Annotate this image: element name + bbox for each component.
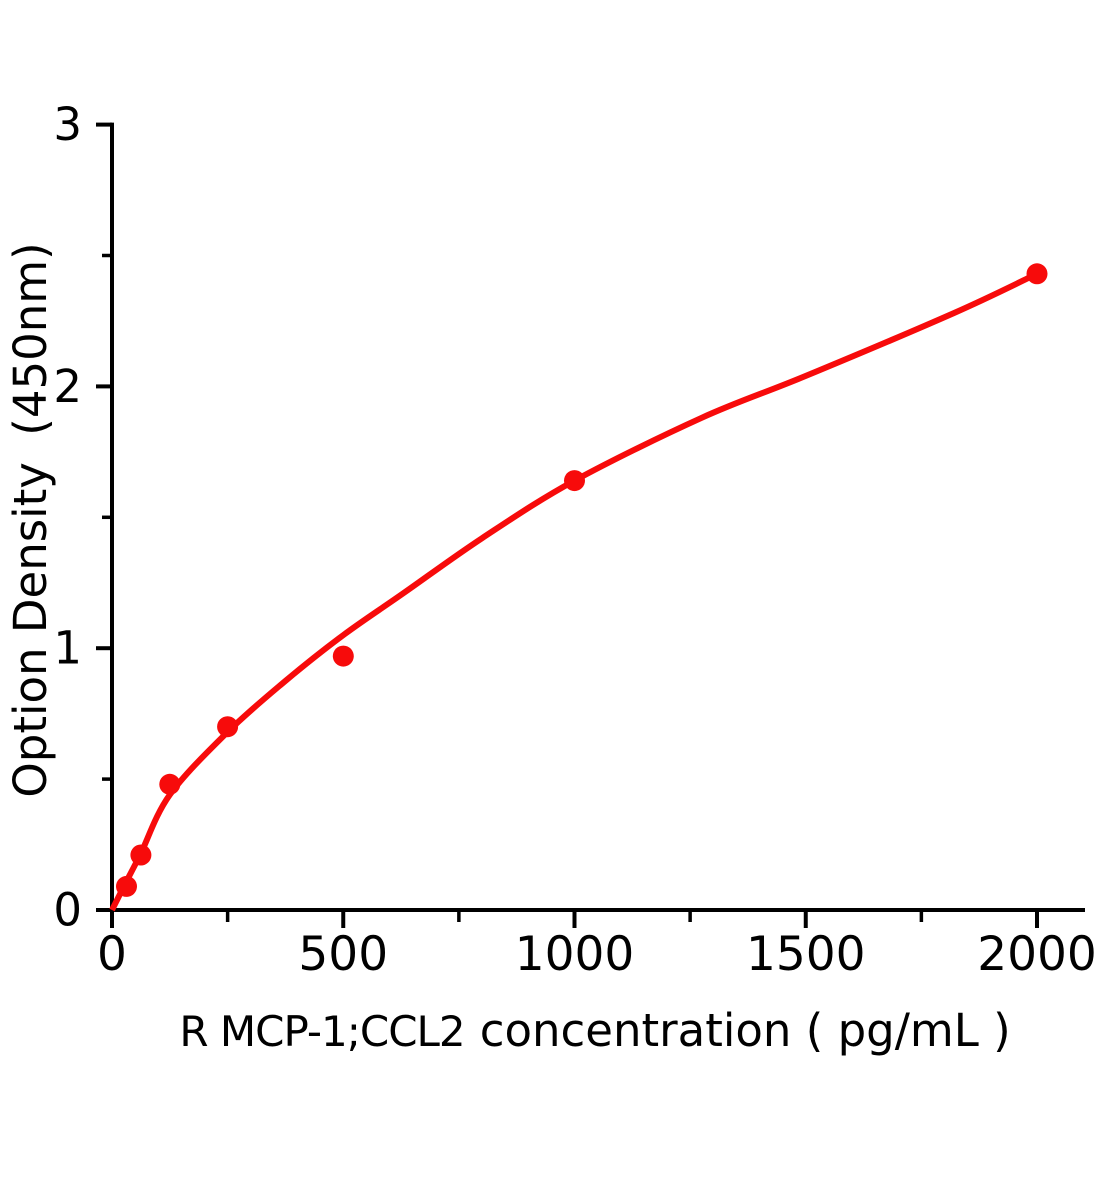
x-axis-tick-labels: 0 500 1000 1500 2000 [97, 927, 1097, 982]
x-tick-label: 1500 [746, 927, 866, 982]
data-points [116, 263, 1048, 897]
x-tick-label: 2000 [977, 927, 1097, 982]
y-axis-title-main: Option Density [4, 462, 57, 798]
x-axis-title-analyte: R MCP-1;CCL2 [179, 1007, 464, 1056]
y-tick-label: 3 [53, 98, 82, 151]
x-tick-label: 0 [97, 927, 127, 982]
standard-data-point [130, 844, 152, 866]
standard-data-point [116, 875, 137, 897]
y-tick-label: 1 [53, 622, 82, 675]
y-axis-title: Option Density (450nm) [4, 242, 57, 797]
y-tick-label: 0 [53, 884, 82, 937]
x-axis-ticks [110, 912, 1039, 928]
x-axis-title-rest: concentration ( pg/mL ) [480, 1004, 1011, 1057]
standard-data-point [332, 645, 354, 667]
x-tick-label: 1000 [515, 927, 635, 982]
y-axis-title-unit: (450nm) [4, 242, 57, 435]
standard-data-point [1026, 263, 1048, 285]
x-axis-title: R MCP-1;CCL2 concentration ( pg/mL ) [179, 1004, 1010, 1057]
standard-data-point [564, 470, 585, 492]
y-tick-label: 2 [53, 360, 82, 413]
y-axis-ticks [96, 122, 112, 912]
fitted-curve-line [109, 271, 1039, 912]
y-axis-tick-labels: 0 1 2 3 [53, 98, 82, 936]
standard-data-point [159, 773, 181, 795]
standard-data-point [217, 716, 239, 738]
x-tick-label: 500 [298, 927, 388, 982]
